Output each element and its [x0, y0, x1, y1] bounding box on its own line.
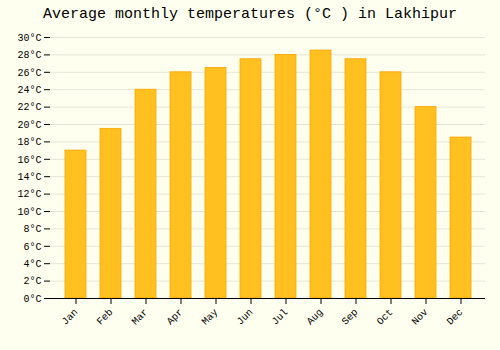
svg-text:Feb: Feb — [95, 307, 116, 328]
svg-text:Jul: Jul — [270, 307, 291, 328]
svg-text:30°C: 30°C — [17, 33, 41, 44]
svg-text:2°C: 2°C — [23, 276, 41, 287]
svg-text:Apr: Apr — [165, 307, 186, 328]
svg-text:20°C: 20°C — [17, 120, 41, 131]
svg-text:22°C: 22°C — [17, 102, 41, 113]
svg-text:16°C: 16°C — [17, 155, 41, 166]
svg-text:0°C: 0°C — [23, 294, 41, 305]
svg-text:Mar: Mar — [130, 307, 151, 328]
html-text:Average monthly temperatures (: Average monthly temperatures (°C ) in La… — [43, 6, 457, 23]
svg-text:Sep: Sep — [340, 307, 361, 328]
svg-text:Jan: Jan — [60, 307, 81, 328]
svg-text:12°C: 12°C — [17, 189, 41, 200]
svg-text:Dec: Dec — [445, 307, 466, 328]
svg-text:18°C: 18°C — [17, 137, 41, 148]
svg-text:24°C: 24°C — [17, 85, 41, 96]
svg-text:8°C: 8°C — [23, 224, 41, 235]
svg-text:Nov: Nov — [410, 307, 431, 328]
svg-text:10°C: 10°C — [17, 207, 41, 218]
svg-text:6°C: 6°C — [23, 242, 41, 253]
svg-text:May: May — [200, 307, 221, 328]
svg-text:4°C: 4°C — [23, 259, 41, 270]
svg-text:Jun: Jun — [235, 307, 256, 328]
svg-text:28°C: 28°C — [17, 50, 41, 61]
svg-text:Oct: Oct — [375, 307, 396, 328]
svg-text:26°C: 26°C — [17, 68, 41, 79]
svg-text:14°C: 14°C — [17, 172, 41, 183]
svg-text:Aug: Aug — [305, 307, 326, 328]
